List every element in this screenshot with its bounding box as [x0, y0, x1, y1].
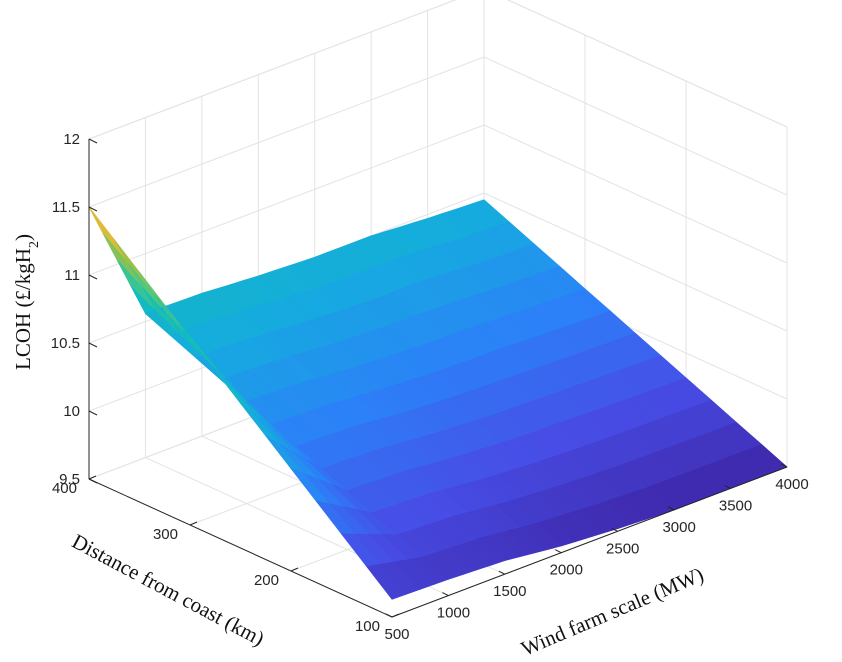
y-tick-mark [88, 475, 97, 480]
y-tick-mark [290, 567, 299, 572]
z-tick-mark [88, 478, 98, 484]
box-edge [88, 0, 457, 140]
surface-patch [88, 206, 129, 265]
x-tick-mark [667, 506, 675, 511]
z-tick-label: 10 [63, 403, 80, 420]
x-axis-label: Wind farm scale (MW) [518, 562, 707, 661]
x-tick-mark [385, 613, 393, 618]
y-tick-mark [391, 613, 400, 618]
y-tick-mark [189, 521, 198, 526]
x-tick-label: 2500 [606, 540, 639, 557]
y-tick-label: 100 [355, 618, 380, 635]
z-axis-label: LCOH (£/kgH2) [11, 234, 42, 370]
z-tick-label: 11 [64, 267, 80, 284]
z-tick-mark [88, 274, 98, 280]
x-tick-mark [442, 592, 449, 597]
x-tick-mark [611, 527, 618, 532]
x-tick-label: 4000 [775, 476, 808, 493]
x-tick-mark [555, 549, 562, 554]
y-axis-line [88, 478, 393, 618]
x-tick-label: 3500 [719, 497, 752, 514]
axis-lines [88, 138, 788, 618]
z-tick-mark [88, 138, 98, 144]
surface-patch [116, 259, 158, 313]
z-tick-mark [88, 206, 98, 212]
z-tick-mark [88, 342, 98, 348]
grid-line [88, 124, 485, 276]
x-tick-mark [498, 570, 506, 575]
x-axis-line [391, 466, 788, 618]
grid-line [483, 56, 788, 196]
tick-labels: 9.5 10 10.5 11 11.5 12 100 200 300 400 500 1000 1500… [51, 131, 809, 643]
surface-plot [88, 199, 788, 600]
x-tick-label: 1500 [493, 583, 526, 600]
z-tick-label: 10.5 [51, 335, 80, 352]
surface-patch [102, 233, 143, 289]
y-tick-label: 400 [52, 480, 77, 497]
x-tick-label: 500 [384, 626, 409, 643]
x-tick-mark [724, 484, 731, 489]
z-tick-label: 9.5 [59, 471, 80, 488]
z-tick-label: 12 [63, 131, 80, 148]
x-tick-label: 1000 [437, 605, 470, 622]
grid-line [88, 0, 457, 140]
grid-line [88, 56, 485, 208]
y-tick-label: 300 [153, 526, 178, 543]
y-tick-label: 200 [254, 572, 279, 589]
grid-line [506, 0, 788, 128]
z-tick-mark [88, 410, 98, 416]
x-tick-label: 2000 [550, 562, 583, 579]
z-tick-label: 11.5 [52, 199, 80, 216]
grid-line [483, 124, 788, 264]
grid-line [483, 192, 788, 332]
x-tick-mark [780, 463, 788, 468]
x-tick-label: 3000 [662, 519, 695, 536]
box-edge [506, 0, 788, 128]
